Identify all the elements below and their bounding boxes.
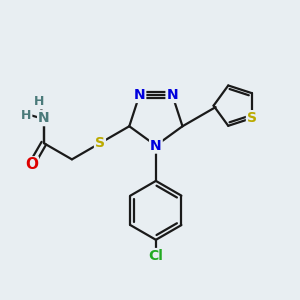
Text: Cl: Cl bbox=[148, 249, 163, 263]
Text: S: S bbox=[95, 136, 105, 150]
Text: N: N bbox=[150, 139, 162, 153]
Text: N: N bbox=[167, 88, 178, 102]
Text: N: N bbox=[38, 111, 50, 125]
Text: H: H bbox=[21, 109, 32, 122]
Text: N: N bbox=[134, 88, 145, 102]
Text: H: H bbox=[34, 95, 45, 109]
Text: H: H bbox=[39, 112, 49, 125]
Text: S: S bbox=[247, 111, 257, 125]
Text: O: O bbox=[25, 158, 38, 172]
